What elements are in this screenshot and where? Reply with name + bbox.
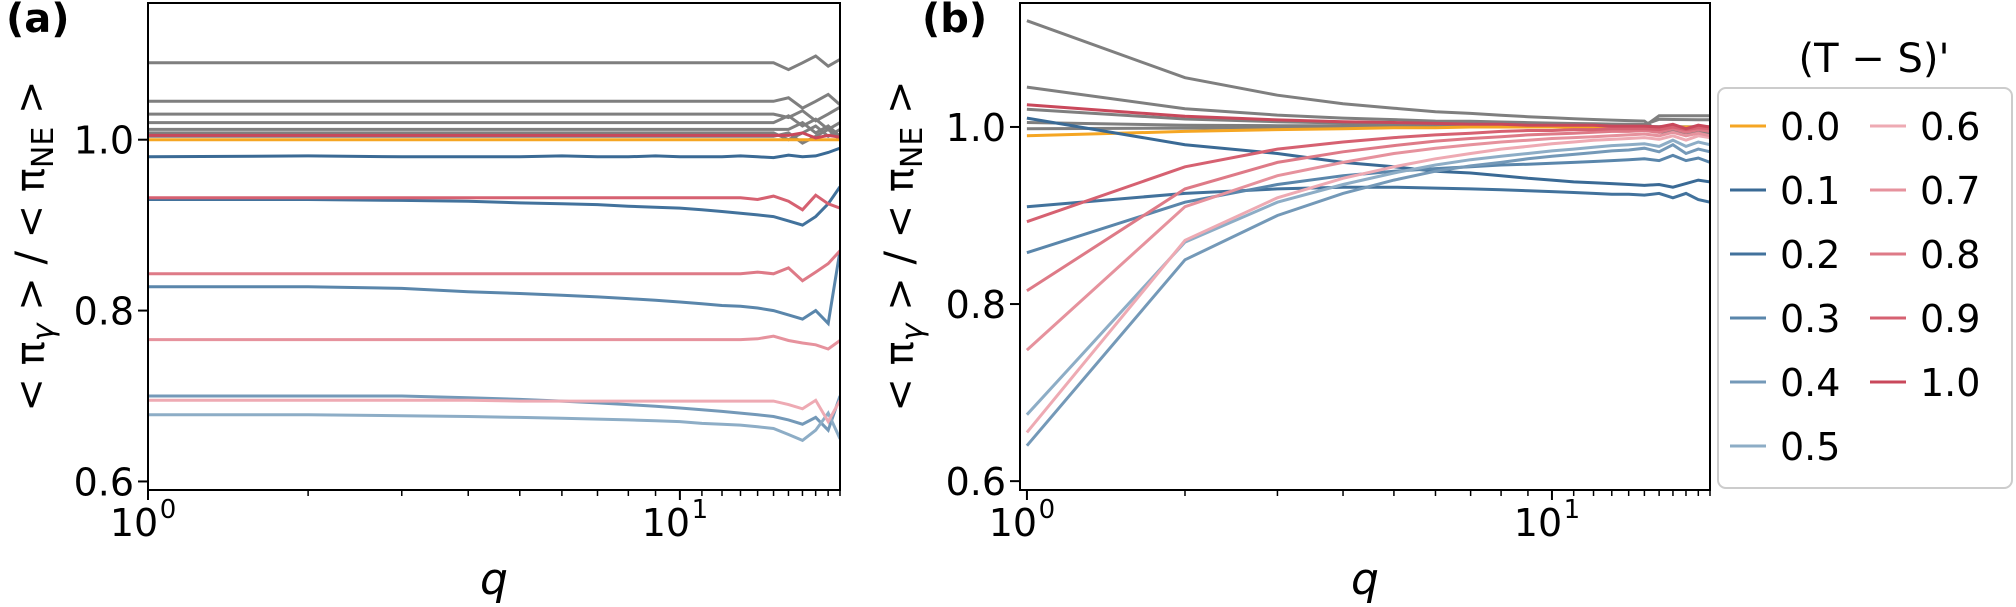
- series-line-0-7: [148, 334, 840, 351]
- legend-label: 0.1: [1780, 169, 1840, 213]
- series-line-0-2: [148, 185, 840, 227]
- legend-label: 0.9: [1920, 297, 1980, 341]
- legend-label: 0.3: [1780, 297, 1840, 341]
- panel-a-frame: [147, 2, 841, 491]
- series-line-0-9: [148, 193, 840, 212]
- x-tick-label: 10: [989, 501, 1037, 545]
- x-tick-label: 10: [642, 501, 690, 545]
- x-tick-exponent: 1: [1564, 495, 1581, 525]
- series-line-0-1: [1026, 116, 1710, 189]
- grey-line: [1026, 85, 1710, 127]
- series-line-0-5: [1025, 138, 1710, 416]
- series-line-1-0: [148, 131, 840, 140]
- y-tick-label: 1.0: [74, 119, 134, 163]
- panel-b: (b) 0.60.81.010 0 10 1 < πγ > / < πNE > q: [877, 0, 1711, 605]
- legend-label: 0.8: [1920, 233, 1980, 277]
- grey-line: [148, 54, 840, 72]
- panel-a-label: (a): [6, 0, 70, 42]
- panel-a-series: [148, 131, 840, 443]
- series-line-0-4: [1025, 142, 1710, 447]
- y-tick-label: 0.8: [946, 283, 1006, 327]
- series-line-0-2: [1026, 185, 1710, 209]
- grey-line: [148, 120, 840, 138]
- y-tick-label: 0.8: [74, 290, 134, 334]
- series-line-0-7: [1025, 130, 1710, 352]
- legend-label: 0.5: [1780, 425, 1840, 469]
- panel-b-ylabel: < πγ > / < πNE >: [877, 80, 930, 411]
- legend-box: [1717, 87, 2013, 489]
- series-line-0-6: [1025, 134, 1710, 434]
- series-line-0-3: [148, 250, 840, 327]
- x-tick-exponent: 1: [692, 495, 709, 525]
- series-line-0-6: [148, 398, 840, 425]
- y-tick-label: 0.6: [946, 460, 1006, 504]
- grey-line: [148, 92, 840, 110]
- x-tick-exponent: 0: [160, 495, 177, 525]
- panel-a-ylabel: < πγ > / < πNE >: [8, 80, 61, 411]
- series-line-0-1: [148, 146, 840, 160]
- y-tick-label: 1.0: [946, 106, 1006, 150]
- panel-b-label: (b): [922, 0, 987, 42]
- panel-b-ticks: 0.60.81.010 0 10 1: [946, 106, 1711, 545]
- series-line-0-3: [1026, 153, 1710, 255]
- grey-line: [148, 114, 840, 132]
- legend-label: 0.0: [1780, 105, 1840, 149]
- legend-label: 0.7: [1920, 169, 1980, 213]
- series-line-0-8: [148, 249, 840, 283]
- series-line-0-5: [148, 410, 840, 443]
- panel-a-ticks: 0.60.81.010 0 10 1: [74, 119, 841, 545]
- grey-line: [148, 105, 840, 123]
- y-tick-label: 0.6: [74, 460, 134, 504]
- series-line-0-9: [1026, 125, 1710, 224]
- legend-label: 0.2: [1780, 233, 1840, 277]
- series-line-1-0: [1026, 103, 1710, 131]
- panel-a: (a) 0.60.81.010 0 10 1 < πγ > / < πNE > q: [6, 0, 841, 605]
- panel-b-frame: [1019, 2, 1711, 491]
- panel-a-xlabel: q: [480, 554, 508, 605]
- panel-b-xlabel: q: [1351, 554, 1379, 605]
- panel-a-grey-lines: [148, 54, 840, 145]
- x-tick-exponent: 0: [1039, 495, 1056, 525]
- legend: (T − S)' 0.0 0.1 0.2 0.3 0.4 0.5 0.6 0.7 0.8 0.9 1…: [1717, 36, 2013, 489]
- legend-entries: 0.0 0.1 0.2 0.3 0.4 0.5 0.6 0.7 0.8 0.9 1.0: [1730, 105, 1980, 469]
- legend-label: 0.4: [1780, 361, 1840, 405]
- series-line-0-4: [148, 394, 840, 433]
- x-tick-label: 10: [1514, 501, 1562, 545]
- legend-label: 1.0: [1920, 361, 1980, 405]
- legend-title: (T − S)': [1799, 36, 1950, 82]
- series-line-0-8: [1026, 127, 1710, 293]
- panel-b-grey-lines: [1026, 19, 1710, 135]
- legend-label: 0.6: [1920, 105, 1980, 149]
- x-tick-label: 10: [110, 501, 158, 545]
- panel-b-series: [1025, 103, 1710, 447]
